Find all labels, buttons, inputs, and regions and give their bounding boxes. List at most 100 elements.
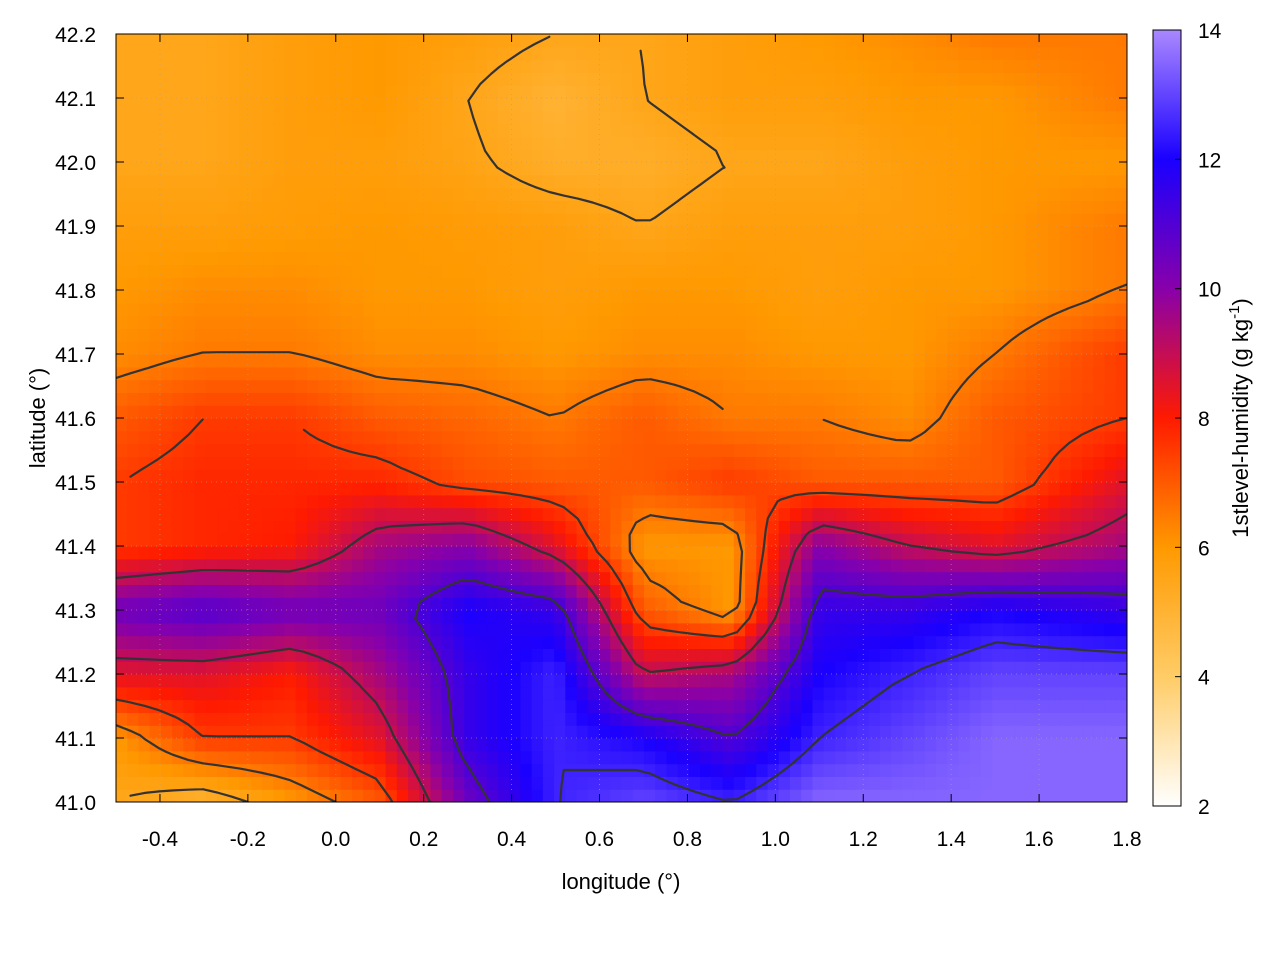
heatmap-cell	[396, 482, 409, 496]
heatmap-cell	[520, 85, 533, 99]
heatmap-cell	[430, 110, 443, 125]
heatmap-cell	[643, 341, 656, 355]
heatmap-cell	[868, 354, 881, 368]
heatmap-cell	[453, 520, 465, 534]
heatmap-cell	[295, 341, 308, 355]
heatmap-cell	[509, 136, 521, 150]
heatmap-cell	[913, 610, 926, 624]
heatmap-cell	[318, 610, 331, 624]
heatmap-cell	[172, 392, 184, 406]
heatmap-cell	[677, 110, 690, 125]
heatmap-cell	[969, 379, 982, 393]
heatmap-cell	[1025, 315, 1038, 329]
heatmap-cell	[924, 520, 937, 534]
heatmap-cell	[767, 162, 780, 176]
heatmap-cell	[677, 789, 690, 802]
heatmap-cell	[542, 392, 555, 406]
heatmap-cell	[756, 405, 769, 419]
heatmap-cell	[868, 469, 881, 483]
heatmap-cell	[643, 379, 656, 393]
heatmap-cell	[475, 328, 488, 342]
heatmap-cell	[677, 379, 690, 393]
heatmap-cell	[992, 251, 1005, 265]
heatmap-cell	[936, 597, 948, 611]
heatmap-cell	[834, 302, 847, 317]
heatmap-cell	[531, 226, 544, 240]
heatmap-cell	[1025, 379, 1038, 393]
heatmap-cell	[1014, 149, 1027, 163]
heatmap-cell	[497, 776, 510, 790]
heatmap-cell	[329, 136, 342, 150]
heatmap-cell	[812, 482, 825, 496]
heatmap-cell	[475, 763, 488, 777]
heatmap-cell	[1082, 366, 1094, 381]
heatmap-cell	[351, 392, 364, 406]
heatmap-cell	[1104, 213, 1117, 227]
heatmap-cell	[902, 750, 915, 765]
heatmap-cell	[722, 162, 735, 176]
heatmap-cell	[453, 635, 465, 649]
heatmap-cell	[756, 699, 769, 713]
heatmap-cell	[374, 763, 387, 777]
heatmap-cell	[340, 290, 353, 304]
heatmap-cell	[127, 648, 140, 662]
heatmap-cell	[329, 738, 342, 752]
heatmap-cell	[722, 392, 735, 406]
heatmap-cell	[542, 776, 555, 790]
heatmap-cell	[666, 507, 679, 521]
heatmap-cell	[599, 392, 611, 406]
heatmap-cell	[936, 315, 948, 329]
heatmap-cell	[722, 174, 735, 189]
heatmap-cell	[688, 610, 701, 624]
heatmap-cell	[497, 686, 510, 701]
heatmap-cell	[262, 430, 274, 445]
heatmap-cell	[509, 226, 521, 240]
heatmap-cell	[834, 187, 847, 201]
heatmap-cell	[823, 533, 836, 547]
heatmap-cell	[688, 482, 701, 496]
heatmap-cell	[722, 712, 735, 726]
heatmap-cell	[711, 571, 724, 585]
heatmap-cell	[419, 162, 432, 176]
heatmap-cell	[1104, 456, 1117, 470]
heatmap-cell	[554, 443, 566, 457]
heatmap-cell	[1093, 610, 1106, 624]
heatmap-cell	[711, 699, 724, 713]
heatmap-cell	[160, 418, 173, 432]
heatmap-cell	[1048, 776, 1061, 790]
heatmap-cell	[677, 149, 690, 163]
heatmap-cell	[318, 571, 331, 585]
heatmap-cell	[969, 443, 982, 457]
heatmap-cell	[441, 405, 454, 419]
heatmap-cell	[273, 584, 286, 598]
heatmap-cell	[1093, 494, 1106, 509]
heatmap-cell	[599, 136, 611, 150]
heatmap-cell	[879, 341, 892, 355]
heatmap-cell	[194, 789, 207, 802]
heatmap-cell	[554, 238, 566, 253]
heatmap-cell	[138, 277, 151, 291]
heatmap-cell	[396, 187, 409, 201]
heatmap-cell	[913, 187, 926, 201]
heatmap-cell	[194, 699, 207, 713]
heatmap-cell	[250, 277, 263, 291]
heatmap-cell	[306, 354, 319, 368]
heatmap-cell	[363, 98, 375, 112]
heatmap-cell	[1037, 482, 1049, 496]
heatmap-cell	[475, 533, 488, 547]
heatmap-cell	[666, 418, 679, 432]
heatmap-cell	[149, 354, 162, 368]
heatmap-cell	[1014, 763, 1027, 777]
heatmap-cell	[947, 443, 960, 457]
heatmap-cell	[1082, 238, 1094, 253]
heatmap-cell	[587, 123, 600, 137]
heatmap-cell	[902, 635, 915, 649]
heatmap-cell	[823, 174, 836, 189]
heatmap-cell	[374, 302, 387, 317]
heatmap-cell	[576, 290, 589, 304]
heatmap-cell	[116, 699, 128, 713]
heatmap-cell	[273, 546, 286, 560]
heatmap-cell	[1082, 738, 1094, 752]
heatmap-cell	[138, 226, 151, 240]
heatmap-cell	[812, 674, 825, 688]
